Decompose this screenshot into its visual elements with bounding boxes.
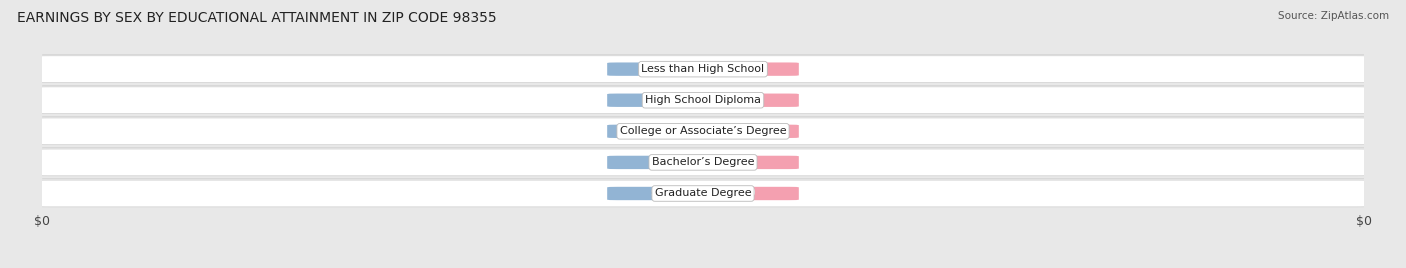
FancyBboxPatch shape — [607, 125, 706, 138]
Text: Source: ZipAtlas.com: Source: ZipAtlas.com — [1278, 11, 1389, 21]
Text: $0: $0 — [742, 157, 756, 168]
Text: Less than High School: Less than High School — [641, 64, 765, 74]
Text: EARNINGS BY SEX BY EDUCATIONAL ATTAINMENT IN ZIP CODE 98355: EARNINGS BY SEX BY EDUCATIONAL ATTAINMEN… — [17, 11, 496, 25]
FancyBboxPatch shape — [35, 118, 1371, 145]
FancyBboxPatch shape — [35, 87, 1371, 114]
Text: $0: $0 — [742, 126, 756, 136]
FancyBboxPatch shape — [35, 149, 1371, 176]
Text: $0: $0 — [650, 64, 664, 74]
Text: $0: $0 — [650, 188, 664, 199]
FancyBboxPatch shape — [607, 62, 706, 76]
FancyBboxPatch shape — [700, 125, 799, 138]
Text: Graduate Degree: Graduate Degree — [655, 188, 751, 199]
Text: $0: $0 — [742, 188, 756, 199]
FancyBboxPatch shape — [607, 156, 706, 169]
Text: $0: $0 — [742, 64, 756, 74]
FancyBboxPatch shape — [607, 187, 706, 200]
FancyBboxPatch shape — [607, 94, 706, 107]
FancyBboxPatch shape — [700, 94, 799, 107]
FancyBboxPatch shape — [700, 187, 799, 200]
Text: Bachelor’s Degree: Bachelor’s Degree — [652, 157, 754, 168]
Text: High School Diploma: High School Diploma — [645, 95, 761, 105]
Text: $0: $0 — [650, 126, 664, 136]
Text: $0: $0 — [650, 157, 664, 168]
FancyBboxPatch shape — [35, 180, 1371, 207]
FancyBboxPatch shape — [700, 156, 799, 169]
Text: $0: $0 — [650, 95, 664, 105]
FancyBboxPatch shape — [35, 56, 1371, 83]
Text: College or Associate’s Degree: College or Associate’s Degree — [620, 126, 786, 136]
FancyBboxPatch shape — [700, 62, 799, 76]
Text: $0: $0 — [742, 95, 756, 105]
